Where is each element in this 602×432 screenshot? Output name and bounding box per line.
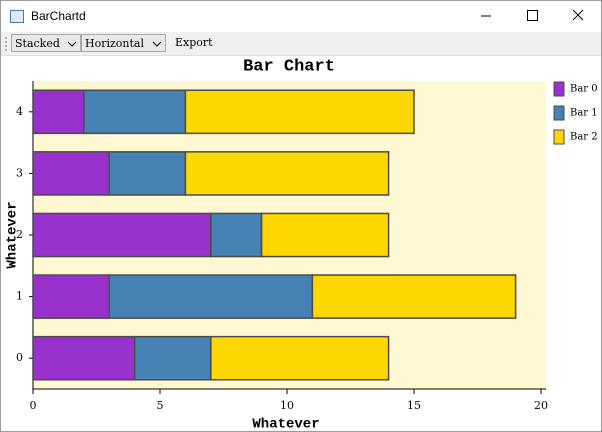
bar: [311, 274, 517, 319]
legend-label: Bar 0: [570, 84, 598, 95]
y-tick-label: 3: [16, 166, 23, 179]
app-icon: [10, 10, 24, 23]
bar: [210, 212, 263, 258]
toolbar-handle: [5, 37, 7, 51]
legend-swatch: [553, 129, 565, 145]
y-tick-label: 2: [16, 228, 23, 241]
y-tick-label: 4: [16, 105, 23, 118]
x-axis-label: Whatever: [252, 417, 319, 431]
minimize-button[interactable]: [463, 1, 509, 31]
legend-label: Bar 1: [570, 108, 598, 119]
y-tick-label: 0: [16, 351, 23, 364]
y-axis-label: Whatever: [5, 201, 21, 268]
combo-text: Stacked: [15, 37, 60, 50]
x-tick-label: 15: [407, 399, 421, 412]
bar: [32, 274, 110, 319]
bar: [32, 335, 136, 381]
bar: [32, 89, 85, 135]
x-tick-label: 20: [534, 399, 548, 412]
bar: [83, 89, 187, 135]
stack-mode-combo[interactable]: Stacked: [11, 34, 81, 52]
legend-swatch: [553, 105, 565, 121]
bar: [210, 335, 390, 381]
toolbar: Stacked Horizontal Export: [1, 32, 601, 56]
bar: [32, 151, 110, 196]
maximize-button[interactable]: [509, 1, 555, 31]
x-tick-label: 5: [157, 399, 164, 412]
bar: [260, 212, 390, 258]
combo-arrow: [152, 41, 162, 47]
legend-swatch: [553, 81, 565, 97]
bar: [108, 274, 314, 319]
bar: [32, 212, 212, 258]
combo-text: Horizontal: [85, 37, 144, 50]
chart-title: Bar Chart: [243, 57, 335, 76]
orientation-combo[interactable]: Horizontal: [81, 34, 166, 52]
bar: [133, 335, 212, 381]
x-tick-label: 0: [30, 399, 37, 412]
legend-label: Bar 2: [570, 132, 598, 143]
title-bar: BarChartd: [1, 1, 601, 31]
export-button[interactable]: Export: [175, 36, 213, 49]
bar: [184, 89, 415, 135]
combo-arrow: [67, 41, 77, 47]
bar: [108, 151, 187, 196]
x-tick-label: 10: [280, 399, 294, 412]
y-tick-label: 1: [16, 290, 23, 303]
window-title: BarChartd: [31, 9, 86, 23]
bar: [184, 151, 390, 196]
close-button[interactable]: [555, 1, 601, 31]
